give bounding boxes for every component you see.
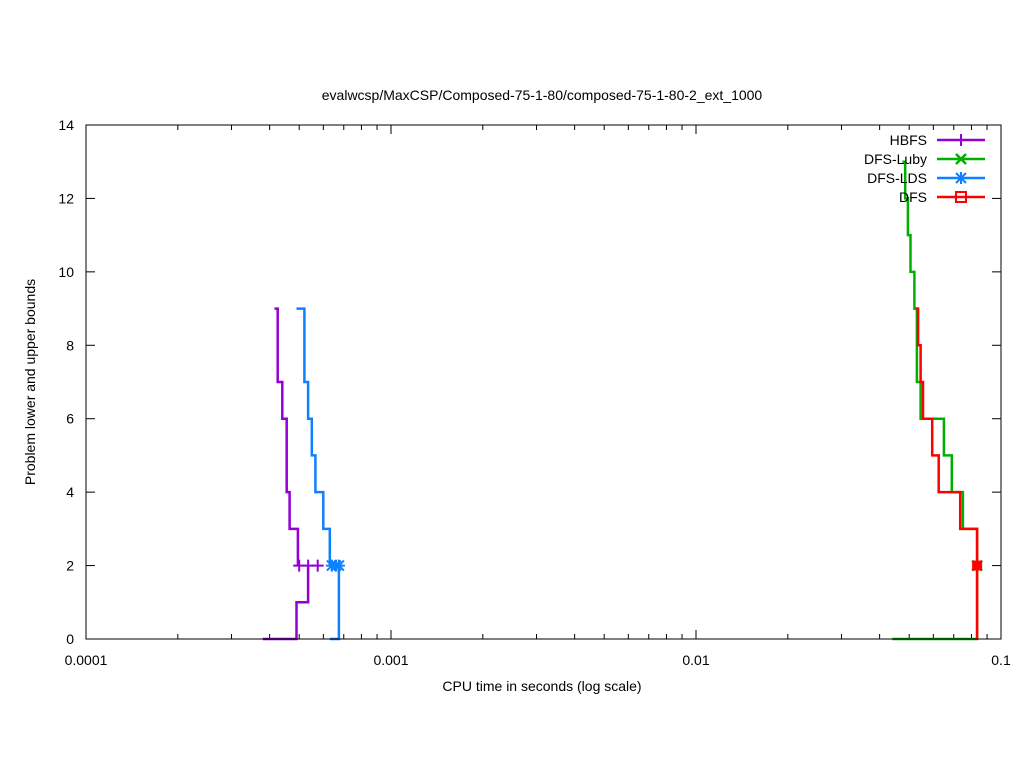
plot-area-frame — [85, 124, 1002, 640]
legend-marker-dfs-lds — [955, 172, 967, 184]
legend-label-dfs: DFS — [899, 189, 927, 205]
series-dfs — [915, 307, 983, 639]
x-tick-label: 0.1 — [991, 652, 1011, 668]
legend-label-dfs-lds: DFS-LDS — [867, 170, 927, 186]
x-axis-label: CPU time in seconds (log scale) — [442, 678, 641, 694]
y-tick-label: 14 — [58, 117, 74, 133]
data-point-dfs-lds — [332, 559, 345, 572]
data-point-hbfs — [311, 559, 324, 572]
legend-marker-dfs — [955, 191, 967, 203]
lower-bound-line-hbfs — [262, 565, 310, 641]
x-tick-label: 0.01 — [682, 652, 709, 668]
upper-bound-line-dfs-lds — [296, 307, 332, 566]
legend-marker-hbfs — [955, 134, 967, 146]
legend: HBFS DFS-Luby DFS-LDS DFS — [864, 132, 985, 205]
y-tick-label: 12 — [58, 190, 74, 206]
y-tick-label: 8 — [66, 337, 74, 353]
legend-label-dfs-luby: DFS-Luby — [864, 151, 927, 167]
legend-marker-dfs-luby — [955, 153, 967, 165]
data-point-dfs — [972, 560, 983, 571]
y-axis-label: Problem lower and upper bounds — [22, 279, 38, 485]
series-dfs-luby — [892, 160, 983, 641]
axis-ticks: 0.0001 0.001 0.01 0.1 0 2 4 6 8 10 12 14 — [58, 117, 1011, 668]
y-tick-label: 2 — [66, 558, 74, 574]
y-tick-label: 4 — [66, 484, 74, 500]
lower-bound-line-dfs-lds — [329, 565, 341, 641]
upper-bound-line-dfs — [915, 307, 979, 566]
upper-bound-line-dfs-luby — [902, 160, 979, 566]
y-tick-label: 10 — [58, 264, 74, 280]
lower-bound-line-dfs-luby — [892, 565, 979, 641]
series-layer — [262, 160, 983, 641]
legend-label-hbfs: HBFS — [890, 132, 927, 148]
x-tick-label: 0.0001 — [65, 652, 108, 668]
y-tick-label: 6 — [66, 411, 74, 427]
y-tick-label: 0 — [66, 631, 74, 647]
x-tick-label: 0.001 — [373, 652, 408, 668]
series-dfs-lds — [296, 307, 345, 641]
chart-title: evalwcsp/MaxCSP/Composed-75-1-80/compose… — [322, 87, 763, 103]
upper-bound-line-hbfs — [274, 307, 300, 566]
